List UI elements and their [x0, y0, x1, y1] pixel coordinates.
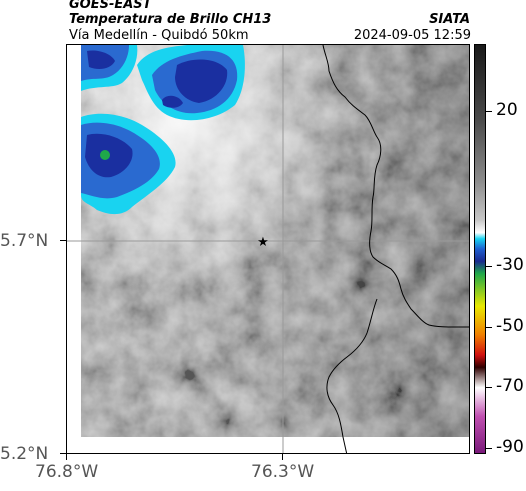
product-title: Temperatura de Brillo CH13	[69, 12, 272, 27]
colorbar-tick	[486, 111, 492, 112]
lon-tick	[66, 454, 67, 460]
lon-tick	[282, 454, 283, 460]
colorbar	[474, 44, 486, 454]
satellite-map[interactable]: ★	[66, 44, 470, 454]
lat-label-top: 5.7°N	[0, 231, 49, 251]
colorbar-tick	[486, 387, 492, 388]
lon-label-right: 76.3°W	[251, 462, 315, 482]
star-icon: ★	[257, 234, 269, 249]
datetime-label: 2024-09-05 12:59	[353, 28, 471, 43]
route-subtitle: Vía Medellín - Quibdó 50km	[69, 28, 249, 43]
colorbar-label: -30	[496, 255, 524, 275]
colorbar-label: 20	[496, 100, 518, 120]
source-label: SIATA	[429, 12, 470, 27]
department-border	[322, 45, 469, 328]
colorbar-tick	[486, 266, 492, 267]
cold-cloud-cluster	[81, 45, 245, 215]
lat-tick	[60, 240, 66, 241]
agency-title: GOES-EAST	[69, 0, 152, 12]
lat-label-bottom: 5.2°N	[0, 444, 49, 464]
colorbar-label: -90	[496, 437, 524, 457]
colorbar-label: -50	[496, 316, 524, 336]
colorbar-tick	[486, 327, 492, 328]
lon-label-left: 76.8°W	[35, 462, 99, 482]
department-border-south	[326, 298, 378, 453]
colorbar-tick	[486, 448, 492, 449]
coldest-spot	[100, 150, 110, 160]
lat-tick	[60, 453, 66, 454]
colorbar-label: -70	[496, 376, 524, 396]
satellite-imagery: ★	[67, 45, 469, 453]
